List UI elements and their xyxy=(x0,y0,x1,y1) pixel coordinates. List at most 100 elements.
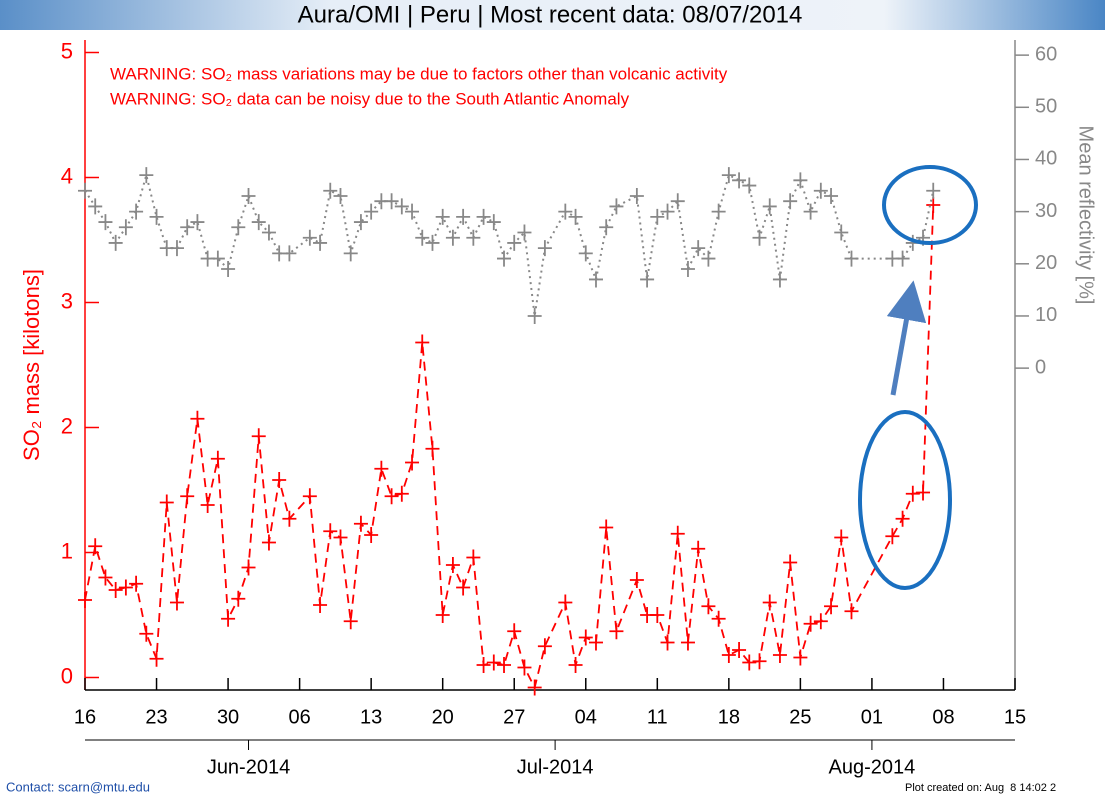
marker xyxy=(251,428,266,445)
marker xyxy=(537,240,552,257)
marker xyxy=(701,250,716,267)
marker xyxy=(691,540,706,557)
marker xyxy=(680,634,695,651)
marker xyxy=(466,229,481,246)
marker xyxy=(364,527,379,543)
marker xyxy=(313,597,328,613)
y-tick-label: 0 xyxy=(61,663,73,688)
marker xyxy=(282,510,297,527)
marker xyxy=(701,598,716,615)
marker xyxy=(578,245,593,262)
marker xyxy=(261,534,276,551)
marker xyxy=(445,229,460,246)
marker xyxy=(834,224,849,241)
x-tick-label: 25 xyxy=(789,706,811,728)
marker xyxy=(139,625,154,642)
marker xyxy=(210,250,225,267)
marker xyxy=(98,569,113,586)
marker xyxy=(895,250,910,267)
marker xyxy=(231,590,246,607)
marker xyxy=(507,623,522,640)
warning: WARNING: SO₂ mass variations may be due … xyxy=(110,64,728,83)
marker xyxy=(609,198,624,215)
x-tick-label: 30 xyxy=(217,706,239,728)
y2-tick-label: 10 xyxy=(1035,304,1057,326)
created: Plot created on: Aug 8 14:02 2 xyxy=(905,782,1056,794)
marker xyxy=(231,219,246,236)
marker xyxy=(108,234,123,251)
warning: WARNING: SO₂ data can be noisy due to th… xyxy=(110,89,630,108)
marker xyxy=(629,572,644,588)
marker xyxy=(190,214,205,231)
marker xyxy=(445,557,460,573)
series-line xyxy=(84,171,935,317)
marker xyxy=(210,450,225,467)
marker xyxy=(558,203,573,220)
marker xyxy=(343,613,358,630)
marker xyxy=(752,229,767,246)
marker xyxy=(650,208,665,225)
marker xyxy=(88,538,103,555)
marker xyxy=(486,654,501,671)
y2-tick-label: 0 xyxy=(1035,356,1046,378)
marker xyxy=(497,657,512,673)
marker xyxy=(783,193,798,210)
marker xyxy=(476,208,491,225)
month-label: Aug-2014 xyxy=(829,756,916,778)
marker xyxy=(762,594,777,611)
x-tick-label: 23 xyxy=(145,706,167,728)
marker xyxy=(466,549,481,566)
marker xyxy=(558,594,573,611)
marker xyxy=(476,657,491,673)
marker xyxy=(926,182,941,199)
x-tick-label: 15 xyxy=(1004,706,1026,728)
marker xyxy=(333,187,348,204)
y-tick-label: 2 xyxy=(61,413,73,438)
marker xyxy=(926,197,941,213)
marker xyxy=(793,172,808,189)
marker xyxy=(895,510,910,527)
marker xyxy=(803,615,818,632)
marker xyxy=(221,261,236,278)
marker xyxy=(78,182,92,199)
marker xyxy=(353,515,368,532)
marker xyxy=(251,214,266,231)
y2-tick-label: 50 xyxy=(1035,96,1057,118)
month-label: Jul-2014 xyxy=(517,756,594,778)
marker xyxy=(384,488,399,505)
highlight-ellipse xyxy=(858,410,952,590)
marker xyxy=(425,234,440,251)
marker xyxy=(670,193,685,210)
x-tick-label: 06 xyxy=(288,706,310,728)
marker xyxy=(629,187,644,204)
marker xyxy=(180,219,195,236)
marker xyxy=(374,460,389,477)
y2-tick-label: 30 xyxy=(1035,200,1057,222)
marker xyxy=(405,454,420,471)
marker xyxy=(221,610,236,627)
marker xyxy=(139,167,154,184)
marker xyxy=(333,529,348,546)
marker xyxy=(149,650,164,667)
marker xyxy=(517,659,532,676)
marker xyxy=(599,219,614,236)
marker xyxy=(650,607,665,623)
y-tick-label: 4 xyxy=(61,163,73,188)
marker xyxy=(783,554,798,571)
marker xyxy=(343,245,358,262)
y-tick-label: 1 xyxy=(61,538,73,563)
marker xyxy=(793,649,808,666)
x-tick-label: 20 xyxy=(432,706,454,728)
marker xyxy=(732,642,747,658)
y2-tick-label: 40 xyxy=(1035,148,1057,170)
marker xyxy=(78,592,92,608)
marker xyxy=(129,575,144,592)
highlight-ellipse xyxy=(882,165,978,245)
y-tick-label: 3 xyxy=(61,288,73,313)
marker xyxy=(190,410,205,427)
marker xyxy=(916,484,931,501)
marker xyxy=(159,494,174,511)
marker xyxy=(394,198,409,215)
